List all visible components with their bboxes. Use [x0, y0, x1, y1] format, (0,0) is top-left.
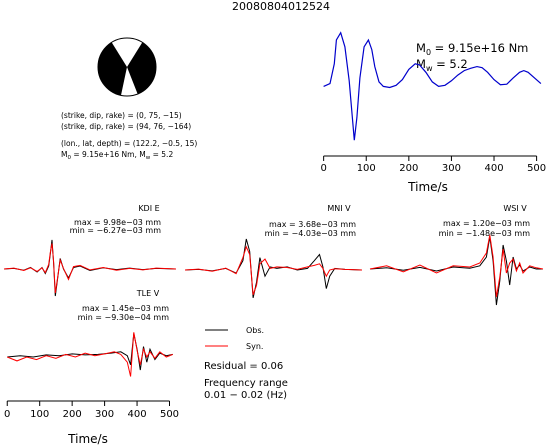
waveform-x-tick-label: 400 — [128, 409, 147, 420]
amplitude-max-label: max = 9.98e−03 mm — [74, 218, 161, 227]
frequency-range-label: Frequency range — [204, 378, 288, 389]
station-label: MNI V — [327, 204, 351, 213]
amplitude-min-label: min = −4.03e−03 mm — [265, 229, 357, 238]
waveform-x-tick-label: 100 — [30, 409, 49, 420]
legend-syn-label: Syn. — [246, 342, 263, 351]
station-label: KDI E — [138, 204, 159, 213]
amplitude-min-label: min = −1.48e−03 mm — [439, 229, 531, 238]
stf-line — [323, 31, 542, 141]
stf-x-tick-label: 100 — [357, 163, 376, 174]
stf-x-tick-label: 500 — [527, 163, 546, 174]
source-info-line: (strike, dip, rake) = (94, 76, −164) — [61, 122, 191, 131]
amplitude-min-label: min = −6.27e−03 mm — [70, 226, 162, 235]
stf-x-tick-label: 300 — [442, 163, 461, 174]
observed-waveform — [369, 236, 543, 306]
figure-title: 20080804012524 — [232, 0, 330, 13]
waveform-x-tick-label: 500 — [160, 409, 179, 420]
stf-x-tick-label: 400 — [484, 163, 503, 174]
legend-obs-label: Obs. — [246, 326, 264, 335]
synthetic-waveform — [3, 243, 177, 294]
stf-x-tick-label: 0 — [320, 163, 326, 174]
amplitude-max-label: max = 3.68e−03 mm — [269, 220, 356, 229]
stf-panel: M0 = 9.15e+16 Nm Mw = 5.2 — [416, 41, 528, 73]
amplitude-max-label: max = 1.45e−03 mm — [82, 304, 169, 313]
beachball-quadrant-ne — [127, 38, 156, 67]
waveform-x-tick-label: 0 — [4, 409, 10, 420]
waveform-x-tick-label: 300 — [95, 409, 114, 420]
stf-magnitude: Mw = 5.2 — [416, 57, 468, 73]
stf-x-axis-label: Time/s — [407, 180, 448, 194]
residual-text: Residual = 0.06 — [204, 361, 283, 372]
stf-moment: M0 = 9.15e+16 Nm — [416, 41, 528, 57]
source-info: (strike, dip, rake) = (0, 75, −15) (stri… — [61, 111, 197, 161]
synthetic-waveform — [184, 245, 363, 295]
stf-x-tick-label: 200 — [399, 163, 418, 174]
beachball — [97, 37, 157, 97]
amplitude-min-label: min = −9.30e−04 mm — [78, 313, 170, 322]
synthetic-waveform — [369, 234, 544, 298]
synthetic-waveform — [7, 332, 173, 377]
source-info-line: (strike, dip, rake) = (0, 75, −15) — [61, 111, 182, 120]
source-info-line: (lon., lat, depth) = (122.2, −0.5, 15) — [61, 139, 197, 148]
station-label: TLE V — [136, 289, 160, 298]
frequency-range-value: 0.01 − 0.02 (Hz) — [204, 390, 287, 401]
amplitude-max-label: max = 1.20e−03 mm — [443, 219, 530, 228]
waveform-x-axis-label: Time/s — [67, 432, 108, 445]
source-info-moment: M0 = 9.15e+16 Nm, Mw = 5.2 — [61, 150, 173, 161]
observed-waveform — [7, 333, 173, 371]
legend: Obs. Syn. — [205, 326, 264, 351]
waveform-x-tick-label: 200 — [63, 409, 82, 420]
station-label: WSI V — [503, 204, 527, 213]
